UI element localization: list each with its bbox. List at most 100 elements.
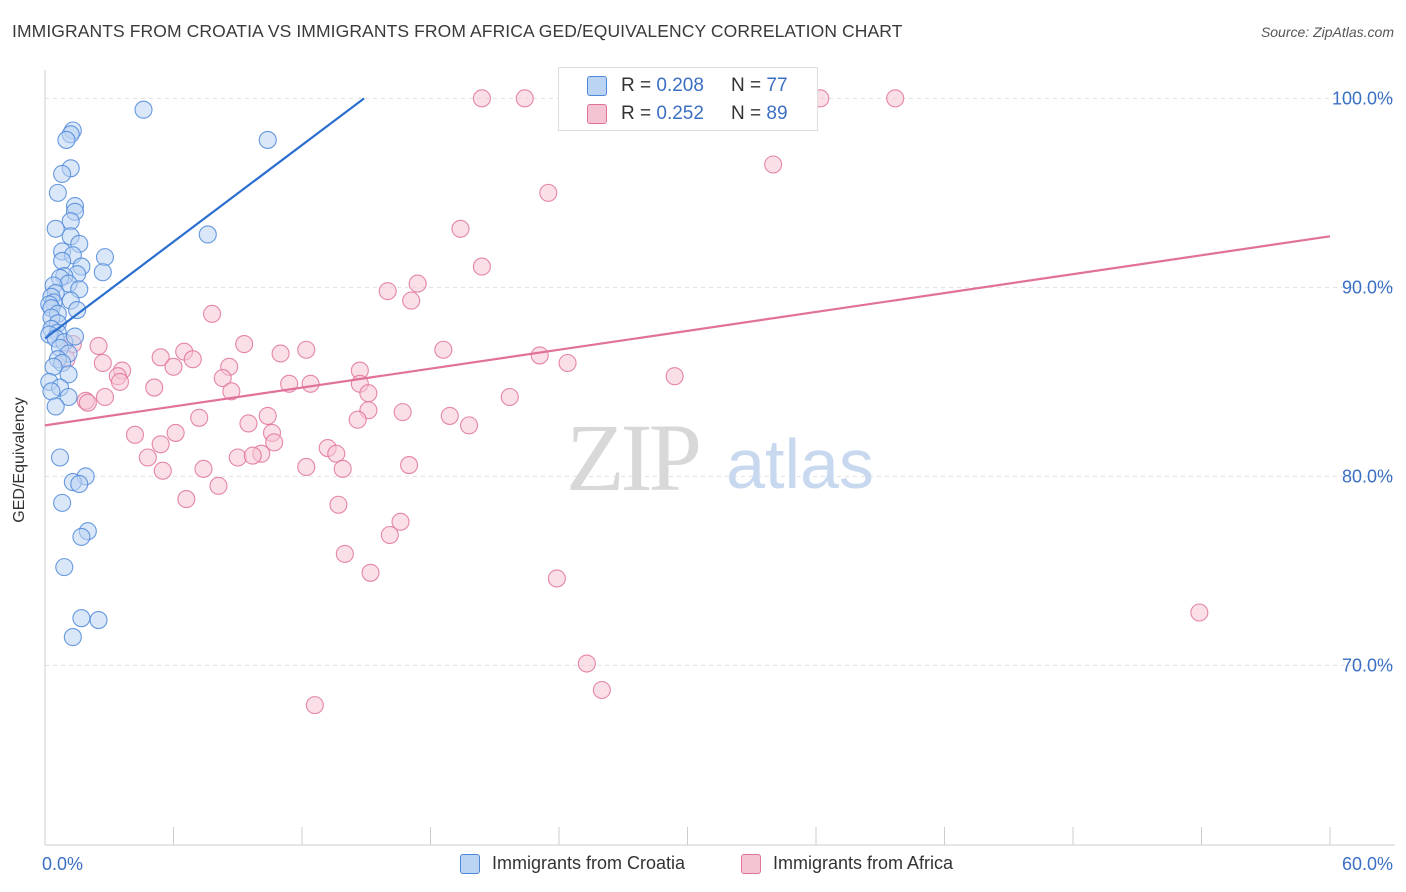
point-africa-49 [393,403,412,422]
point-africa-40 [145,378,164,397]
legend-label-africa: Immigrants from Africa [773,853,954,873]
x-tick-label-1: 60.0% [1342,854,1393,874]
point-africa-44 [95,387,115,407]
stat-r-africa: 0.252 [656,103,704,124]
point-africa-39 [301,374,320,393]
point-africa-13 [408,274,427,293]
point-africa-70 [333,459,352,478]
trend-line-africa [44,235,1331,427]
trend-line-croatia [44,97,365,340]
point-croatia-63 [89,611,108,630]
point-africa-63 [327,444,346,463]
point-africa-77 [335,544,354,563]
point-croatia-60 [72,527,91,546]
watermark-zip: ZIP [566,404,699,511]
point-africa-78 [361,563,380,582]
point-africa-69 [194,459,213,478]
point-africa-36 [665,367,684,386]
point-africa-51 [190,408,209,427]
point-africa-30 [164,357,183,376]
point-africa-26 [558,353,577,373]
point-africa-60 [151,435,170,454]
point-croatia-20 [93,263,112,282]
point-croatia-62 [72,609,91,628]
point-africa-37 [110,372,130,391]
point-africa-54 [459,416,479,435]
watermark: ZIP atlas [566,404,874,511]
point-africa-20 [89,336,108,356]
point-africa-83 [305,696,324,715]
chart-title: IMMIGRANTS FROM CROATIA VS IMMIGRANTS FR… [12,21,903,41]
point-africa-15 [402,291,421,310]
point-africa-75 [391,512,410,531]
point-africa-9 [764,155,783,174]
point-croatia-54 [50,448,70,467]
legend-swatch-croatia [460,853,480,874]
point-croatia-53 [46,397,65,416]
point-croatia-4 [57,130,76,149]
point-africa-10 [539,183,558,202]
y-tick-label-0: 70.0% [1342,655,1393,675]
point-africa-58 [125,425,144,444]
y-tick-label-2: 90.0% [1342,277,1393,297]
point-africa-5 [886,89,905,108]
point-africa-55 [239,414,258,433]
point-africa-47 [78,393,97,412]
point-africa-24 [183,350,202,369]
point-africa-73 [177,490,196,509]
point-africa-14 [378,282,397,301]
point-africa-16 [203,304,222,323]
point-africa-43 [359,384,378,403]
point-africa-71 [153,461,172,480]
point-africa-68 [400,456,419,475]
point-croatia-51 [42,382,61,401]
point-africa-35 [213,369,232,388]
y-tick-label-1: 80.0% [1342,466,1393,486]
point-croatia-57 [70,474,89,494]
stat-r-label-africa: R = [621,103,657,124]
point-africa-65 [243,446,262,465]
series-africa [57,89,1209,715]
point-africa-11 [451,219,470,238]
point-croatia-52 [59,387,78,407]
point-croatia-0 [134,100,153,119]
point-africa-28 [151,348,170,367]
point-croatia-61 [55,558,74,577]
point-africa-80 [1190,603,1209,622]
point-africa-81 [577,654,596,673]
point-africa-59 [265,433,284,452]
x-tick-labels: 0.0% 60.0% [42,854,1393,874]
point-africa-17 [235,335,254,354]
point-croatia-10 [61,212,80,231]
legend-swatch-africa [741,853,761,874]
point-africa-67 [297,457,316,477]
point-africa-57 [166,423,185,442]
point-croatia-18 [53,251,72,270]
legend-label-croatia: Immigrants from Croatia [492,853,686,873]
point-africa-53 [348,410,367,429]
point-croatia-11 [198,225,217,244]
point-africa-66 [138,448,157,467]
point-africa-27 [93,353,112,373]
point-croatia-47 [44,357,63,376]
legend-item-africa[interactable]: Immigrants from Africa [741,853,953,874]
legend: Immigrants from Croatia Immigrants from … [0,850,1406,880]
legend-item-croatia[interactable]: Immigrants from Croatia [460,853,685,874]
trend-lines [44,97,1331,427]
point-africa-25 [530,346,549,365]
y-axis-label: GED/Equivalency [11,397,28,523]
point-africa-72 [209,476,228,495]
point-croatia-6 [53,164,72,184]
point-croatia-17 [95,248,115,267]
point-croatia-48 [59,365,78,384]
point-africa-1 [515,89,534,108]
point-croatia-13 [46,219,65,238]
point-africa-42 [222,382,241,401]
point-croatia-33 [68,301,87,320]
stat-n-africa: 89 [766,103,788,124]
stat-r-croatia: 0.208 [656,75,704,96]
point-africa-45 [500,387,519,407]
point-africa-74 [329,495,348,514]
y-tick-labels: 70.0% 80.0% 90.0% 100.0% [1332,88,1393,675]
